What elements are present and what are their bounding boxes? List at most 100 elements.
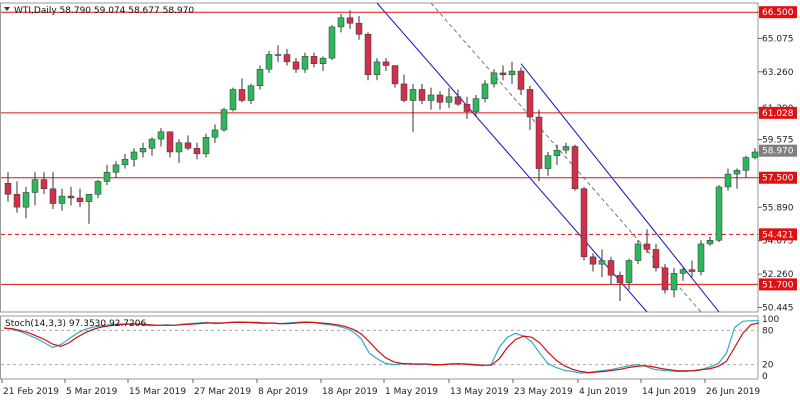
candle-body xyxy=(679,269,687,274)
candle xyxy=(499,65,507,81)
candle-body xyxy=(328,26,336,59)
candle-body xyxy=(310,56,318,64)
candle-body xyxy=(13,194,21,208)
candle-body xyxy=(472,98,480,112)
candle-body xyxy=(616,274,624,283)
candle-body xyxy=(373,61,381,75)
stoch-tick-label: 20 xyxy=(762,361,774,371)
candle-body xyxy=(193,148,201,155)
candle xyxy=(67,186,75,206)
level-tag-label: 57.500 xyxy=(762,174,794,184)
candle-body xyxy=(346,17,354,24)
price-tick-label: 63.260 xyxy=(762,68,794,78)
price-tick-label: 65.075 xyxy=(762,34,794,44)
candle-body xyxy=(535,116,543,169)
candle xyxy=(283,48,291,66)
candle xyxy=(643,229,651,254)
candle xyxy=(454,89,462,106)
last-price-tag-bg xyxy=(759,144,797,157)
candle-body xyxy=(724,173,732,188)
candle xyxy=(355,15,363,40)
candle xyxy=(4,172,12,202)
candle xyxy=(445,87,453,108)
channel-mid-line xyxy=(430,2,702,313)
candle-body xyxy=(544,155,552,169)
candle xyxy=(337,14,345,33)
candle-body xyxy=(562,146,570,151)
candle-body xyxy=(112,164,120,173)
candle-body xyxy=(706,240,714,245)
price-tick-label: 52.260 xyxy=(762,270,794,280)
candle-body xyxy=(418,89,426,101)
candle-body xyxy=(238,89,246,101)
level-tag-bg xyxy=(759,6,797,19)
candle-body xyxy=(427,94,435,101)
price-tick-label: 50.445 xyxy=(762,303,794,313)
date-label: 15 Mar 2019 xyxy=(129,387,186,397)
level-tag-label: 54.421 xyxy=(762,230,794,240)
stoch-d-line xyxy=(3,321,760,374)
candle-body xyxy=(40,179,48,190)
level-tag-bg xyxy=(759,171,797,184)
candle-body xyxy=(256,68,264,87)
candle xyxy=(679,267,687,281)
candle-body xyxy=(67,195,75,199)
candle xyxy=(211,124,219,143)
candle-body xyxy=(499,72,507,75)
candle xyxy=(535,109,543,182)
candle-body xyxy=(4,183,12,195)
candle-body xyxy=(526,89,534,118)
date-label: 26 Jun 2019 xyxy=(706,387,760,397)
candle-body xyxy=(283,54,291,63)
candle-body xyxy=(733,170,741,175)
candle xyxy=(148,137,156,156)
stoch-pane-frame xyxy=(0,315,759,380)
candle xyxy=(319,56,327,72)
candle-body xyxy=(130,151,138,160)
candle-body xyxy=(265,54,273,70)
candle-body xyxy=(148,138,156,149)
price-tick-label: 59.575 xyxy=(762,136,794,146)
level-tag-label: 51.700 xyxy=(762,280,794,290)
candle xyxy=(220,107,228,132)
candle xyxy=(175,139,183,164)
candle-body xyxy=(445,96,453,103)
candle xyxy=(589,253,597,272)
candle-body xyxy=(247,85,255,101)
candle-body xyxy=(670,273,678,291)
candle-body xyxy=(76,197,84,202)
candle xyxy=(328,25,336,61)
candle-body xyxy=(463,103,471,112)
candle xyxy=(670,267,678,298)
candle-body xyxy=(580,188,588,258)
candle xyxy=(481,80,489,103)
candle xyxy=(463,96,471,119)
candle-body xyxy=(184,142,192,149)
candle-body xyxy=(661,267,669,291)
candle xyxy=(688,260,696,278)
candle xyxy=(508,61,516,84)
candle xyxy=(652,243,660,272)
candle-body xyxy=(103,171,111,182)
stoch-tick-label: 0 xyxy=(762,372,768,382)
candle xyxy=(724,168,732,191)
candle-body xyxy=(175,142,183,153)
candle xyxy=(166,131,174,158)
candle-body xyxy=(553,149,561,156)
candle xyxy=(13,181,21,213)
date-label: 23 May 2019 xyxy=(514,387,573,397)
candle-body xyxy=(229,89,237,110)
candle-body xyxy=(22,192,30,208)
candle xyxy=(400,74,408,103)
stoch-title: Stoch(14,3,3) 97.3530 92.7206 xyxy=(5,319,146,329)
candle xyxy=(112,161,120,178)
candle-body xyxy=(697,243,705,272)
candle-body xyxy=(481,83,489,99)
candle xyxy=(373,58,381,81)
candle-body xyxy=(274,54,282,56)
level-tag-bg xyxy=(759,228,797,241)
candle-body xyxy=(31,179,39,193)
candle-body xyxy=(166,131,174,153)
price-tick-label: 54.075 xyxy=(762,237,794,247)
